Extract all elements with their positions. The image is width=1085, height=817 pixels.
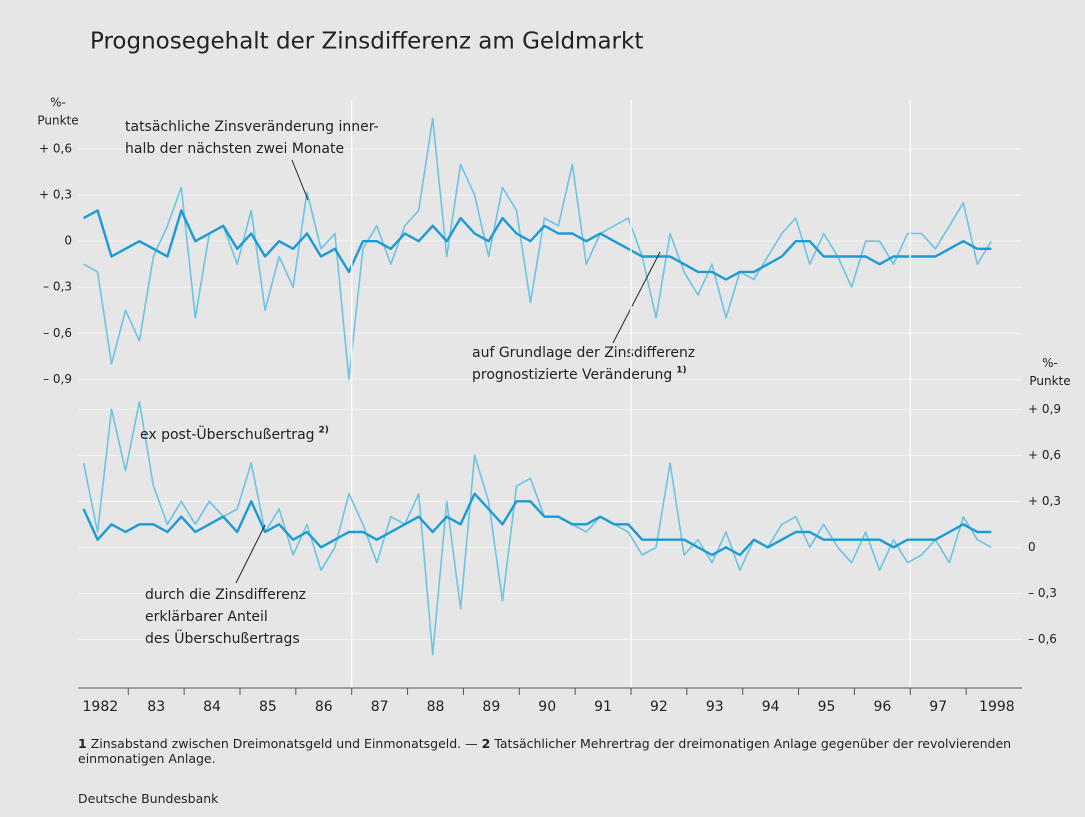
y-axis-label: %- [1042, 356, 1058, 370]
footnote-separator: — [465, 736, 478, 751]
y-tick-label: + 0,3 [1028, 494, 1061, 508]
annotation: durch die Zinsdifferenz [145, 587, 306, 603]
annotation: des Überschußertrags [145, 629, 300, 647]
footnotes: 1 Zinsabstand zwischen Dreimonatsgeld un… [78, 736, 1018, 766]
annotation: halb der nächsten zwei Monate [125, 141, 344, 157]
x-tick-label: 1982 [83, 699, 119, 715]
y-axis-label: Punkte [37, 114, 78, 128]
series-line [82, 492, 992, 557]
footnote-number: 2 [481, 736, 491, 751]
y-tick-label: – 0,6 [1028, 632, 1057, 646]
y-tick-label: – 0,3 [43, 280, 72, 294]
y-tick-label: + 0,6 [39, 142, 72, 156]
footnote-text: Tatsächlicher Mehrertrag der dreimonatig… [78, 736, 1012, 766]
annotation: tatsächliche Zinsveränderung inner- [125, 119, 379, 135]
annotation: erklärbarer Anteil [145, 609, 268, 625]
chart-title: Prognosegehalt der Zinsdifferenz am Geld… [90, 29, 643, 55]
x-tick-label: 87 [371, 699, 389, 715]
x-tick-label: 96 [873, 699, 891, 715]
y-axis-label: %- [50, 96, 66, 110]
y-tick-label: + 0,6 [1028, 448, 1061, 462]
x-tick-label: 83 [147, 699, 165, 715]
series-line [82, 400, 992, 656]
footnote-number: 1 [78, 736, 87, 751]
y-tick-label: 0 [1028, 540, 1036, 554]
x-tick-label: 1998 [979, 699, 1015, 715]
y-tick-label: 0 [64, 234, 72, 248]
x-tick-label: 92 [650, 699, 668, 715]
y-tick-label: + 0,3 [39, 188, 72, 202]
x-tick-label: 94 [762, 699, 780, 715]
annotation: auf Grundlage der Zinsdifferenz [472, 345, 695, 361]
x-tick-label: 84 [203, 699, 221, 715]
leader-line [291, 159, 309, 201]
x-tick-label: 90 [538, 699, 556, 715]
leader-line [235, 524, 266, 584]
y-axis-label: Punkte [1029, 374, 1070, 388]
annotation: prognostizierte Veränderung [472, 367, 672, 383]
y-tick-label: + 0,9 [1028, 402, 1061, 416]
series-line [83, 117, 992, 381]
y-tick-label: – 0,9 [43, 372, 72, 386]
annotation-note: 2) [319, 426, 329, 436]
source: Deutsche Bundesbank [78, 791, 219, 806]
x-tick-label: 97 [929, 699, 947, 715]
leader-line [612, 251, 661, 344]
x-tick-label: 88 [427, 699, 445, 715]
annotation: ex post-Überschußertrag [140, 425, 315, 443]
y-tick-label: – 0,3 [1028, 586, 1057, 600]
series-line [83, 209, 992, 281]
x-tick-label: 85 [259, 699, 277, 715]
y-tick-label: – 0,6 [43, 326, 72, 340]
x-tick-label: 91 [594, 699, 612, 715]
x-tick-label: 95 [818, 699, 836, 715]
x-tick-label: 89 [482, 699, 500, 715]
x-tick-label: 93 [706, 699, 724, 715]
x-tick-label: 86 [315, 699, 333, 715]
footnote-text: Zinsabstand zwischen Dreimonatsgeld und … [90, 736, 462, 751]
annotation-note: 1) [676, 366, 686, 376]
